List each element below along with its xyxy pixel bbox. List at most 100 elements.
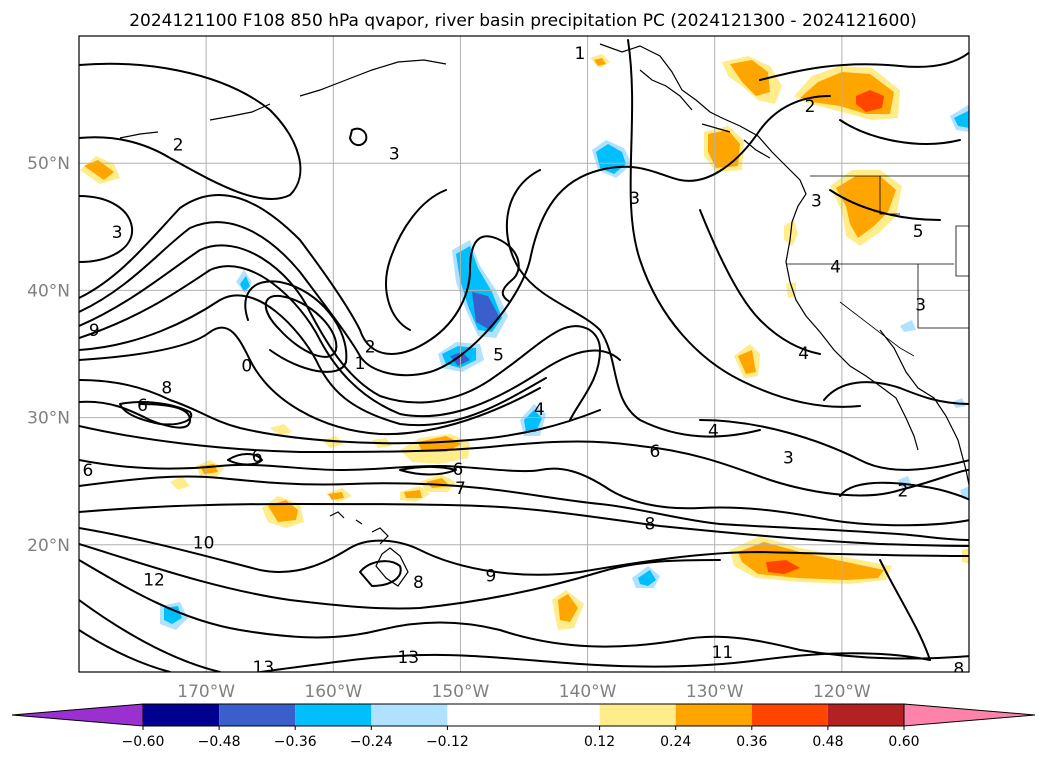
contour-line bbox=[823, 381, 969, 405]
colorbar-extend-low bbox=[11, 703, 144, 727]
aleutian-coastline bbox=[119, 59, 447, 139]
precip-patch bbox=[594, 58, 606, 66]
political-borders bbox=[786, 175, 969, 357]
colorbar-tick-label: 0.24 bbox=[660, 734, 691, 750]
precip-patch bbox=[738, 350, 756, 374]
contour-line bbox=[79, 195, 134, 263]
contour-label: 2 bbox=[805, 97, 816, 117]
precip-patch bbox=[170, 476, 190, 490]
contour-line bbox=[119, 401, 193, 426]
contour-label: 13 bbox=[397, 648, 419, 668]
colorbar-tick-label: −0.24 bbox=[350, 734, 393, 750]
precip-patch bbox=[730, 60, 770, 96]
state-border bbox=[839, 301, 915, 357]
y-tick-label: 50°N bbox=[27, 154, 70, 174]
contour-label: 2 bbox=[365, 338, 376, 358]
y-tick-label: 30°N bbox=[27, 409, 70, 429]
contour-label: 5 bbox=[493, 345, 504, 365]
contour-label: 2 bbox=[173, 135, 184, 155]
x-tick-label: 120°W bbox=[813, 682, 871, 702]
contour-label: 12 bbox=[143, 570, 165, 590]
contour-label: 2 bbox=[897, 481, 908, 501]
state-border bbox=[879, 176, 900, 215]
x-tick-label: 160°W bbox=[304, 682, 362, 702]
colorbar-segment bbox=[751, 704, 828, 726]
contour-line bbox=[79, 379, 601, 445]
contour-label: 8 bbox=[413, 573, 424, 593]
contour-line bbox=[829, 119, 961, 221]
colorbar-tick-label: −0.60 bbox=[122, 734, 165, 750]
colorbar-tick-label: −0.48 bbox=[198, 734, 241, 750]
contour-line bbox=[79, 244, 601, 421]
contour-label: 11 bbox=[712, 643, 734, 663]
contour-line bbox=[699, 209, 821, 355]
contour-line bbox=[79, 326, 541, 436]
precip-patch bbox=[418, 436, 462, 452]
contour-line bbox=[839, 481, 969, 501]
x-tick-label: 170°W bbox=[177, 682, 235, 702]
colorbar-segment bbox=[371, 704, 448, 726]
colorbar-segment bbox=[219, 704, 296, 726]
contour-label: 9 bbox=[486, 567, 497, 587]
state-border bbox=[917, 264, 969, 329]
chart-title: 2024121100 F108 850 hPa qvapor, river ba… bbox=[129, 11, 917, 31]
contour-line bbox=[227, 453, 263, 466]
colorbar-segment bbox=[599, 704, 676, 726]
contour-line bbox=[759, 51, 969, 81]
precip-patch bbox=[708, 130, 740, 168]
contour-label: 3 bbox=[112, 223, 123, 243]
contour-label: 9 bbox=[89, 321, 100, 341]
contour-label: 10 bbox=[193, 534, 215, 554]
precip-patch bbox=[856, 90, 884, 112]
contour-label: 4 bbox=[830, 258, 841, 278]
contour-label: 1 bbox=[355, 354, 366, 374]
contour-line bbox=[699, 419, 969, 471]
north-america-coastline bbox=[599, 43, 919, 451]
contour-label: 3 bbox=[629, 189, 640, 209]
precip-patch bbox=[84, 160, 114, 180]
contour-label: 5 bbox=[913, 222, 924, 242]
contour-label: 3 bbox=[811, 191, 822, 211]
island-coastlines bbox=[639, 69, 771, 159]
contour-line bbox=[399, 466, 457, 476]
precip-patch bbox=[268, 500, 298, 522]
y-tick-label: 40°N bbox=[27, 281, 70, 301]
gridlines bbox=[79, 36, 969, 672]
precip-patch bbox=[240, 276, 250, 292]
baja-coastline bbox=[879, 329, 969, 489]
x-tick-label: 150°W bbox=[432, 682, 490, 702]
contour-line bbox=[79, 629, 171, 672]
contour-label: 3 bbox=[915, 296, 926, 316]
contour-label: 4 bbox=[708, 422, 719, 442]
contour-label: 3 bbox=[783, 448, 794, 468]
precip-patch bbox=[164, 606, 182, 624]
contour-line bbox=[79, 265, 621, 418]
contour-label: 4 bbox=[798, 344, 809, 364]
contour-label: 6 bbox=[650, 442, 661, 462]
contour-line bbox=[79, 559, 969, 660]
precip-patch bbox=[524, 410, 542, 432]
colorbar-segment bbox=[295, 704, 372, 726]
colorbar-segment bbox=[827, 704, 904, 726]
contour-label: 8 bbox=[161, 378, 172, 398]
precip-patch bbox=[638, 570, 656, 586]
colorbar-segment bbox=[143, 704, 220, 726]
precip-patch bbox=[558, 594, 578, 622]
colorbar-segment bbox=[447, 704, 600, 726]
colorbar-tick-label: −0.36 bbox=[274, 734, 317, 750]
contour-line bbox=[79, 425, 969, 497]
state-border bbox=[955, 225, 969, 277]
contour-line bbox=[79, 95, 831, 377]
colorbar-segment bbox=[675, 704, 752, 726]
contour-line bbox=[79, 294, 547, 427]
precip-patch bbox=[328, 492, 344, 500]
contour-label: 8 bbox=[953, 659, 964, 679]
contour-line bbox=[505, 169, 761, 438]
contour-line bbox=[879, 559, 931, 661]
contour-line bbox=[79, 599, 221, 672]
contour-line bbox=[79, 62, 302, 200]
contour-label: 6 bbox=[452, 460, 463, 480]
colorbar-frame bbox=[142, 703, 905, 727]
